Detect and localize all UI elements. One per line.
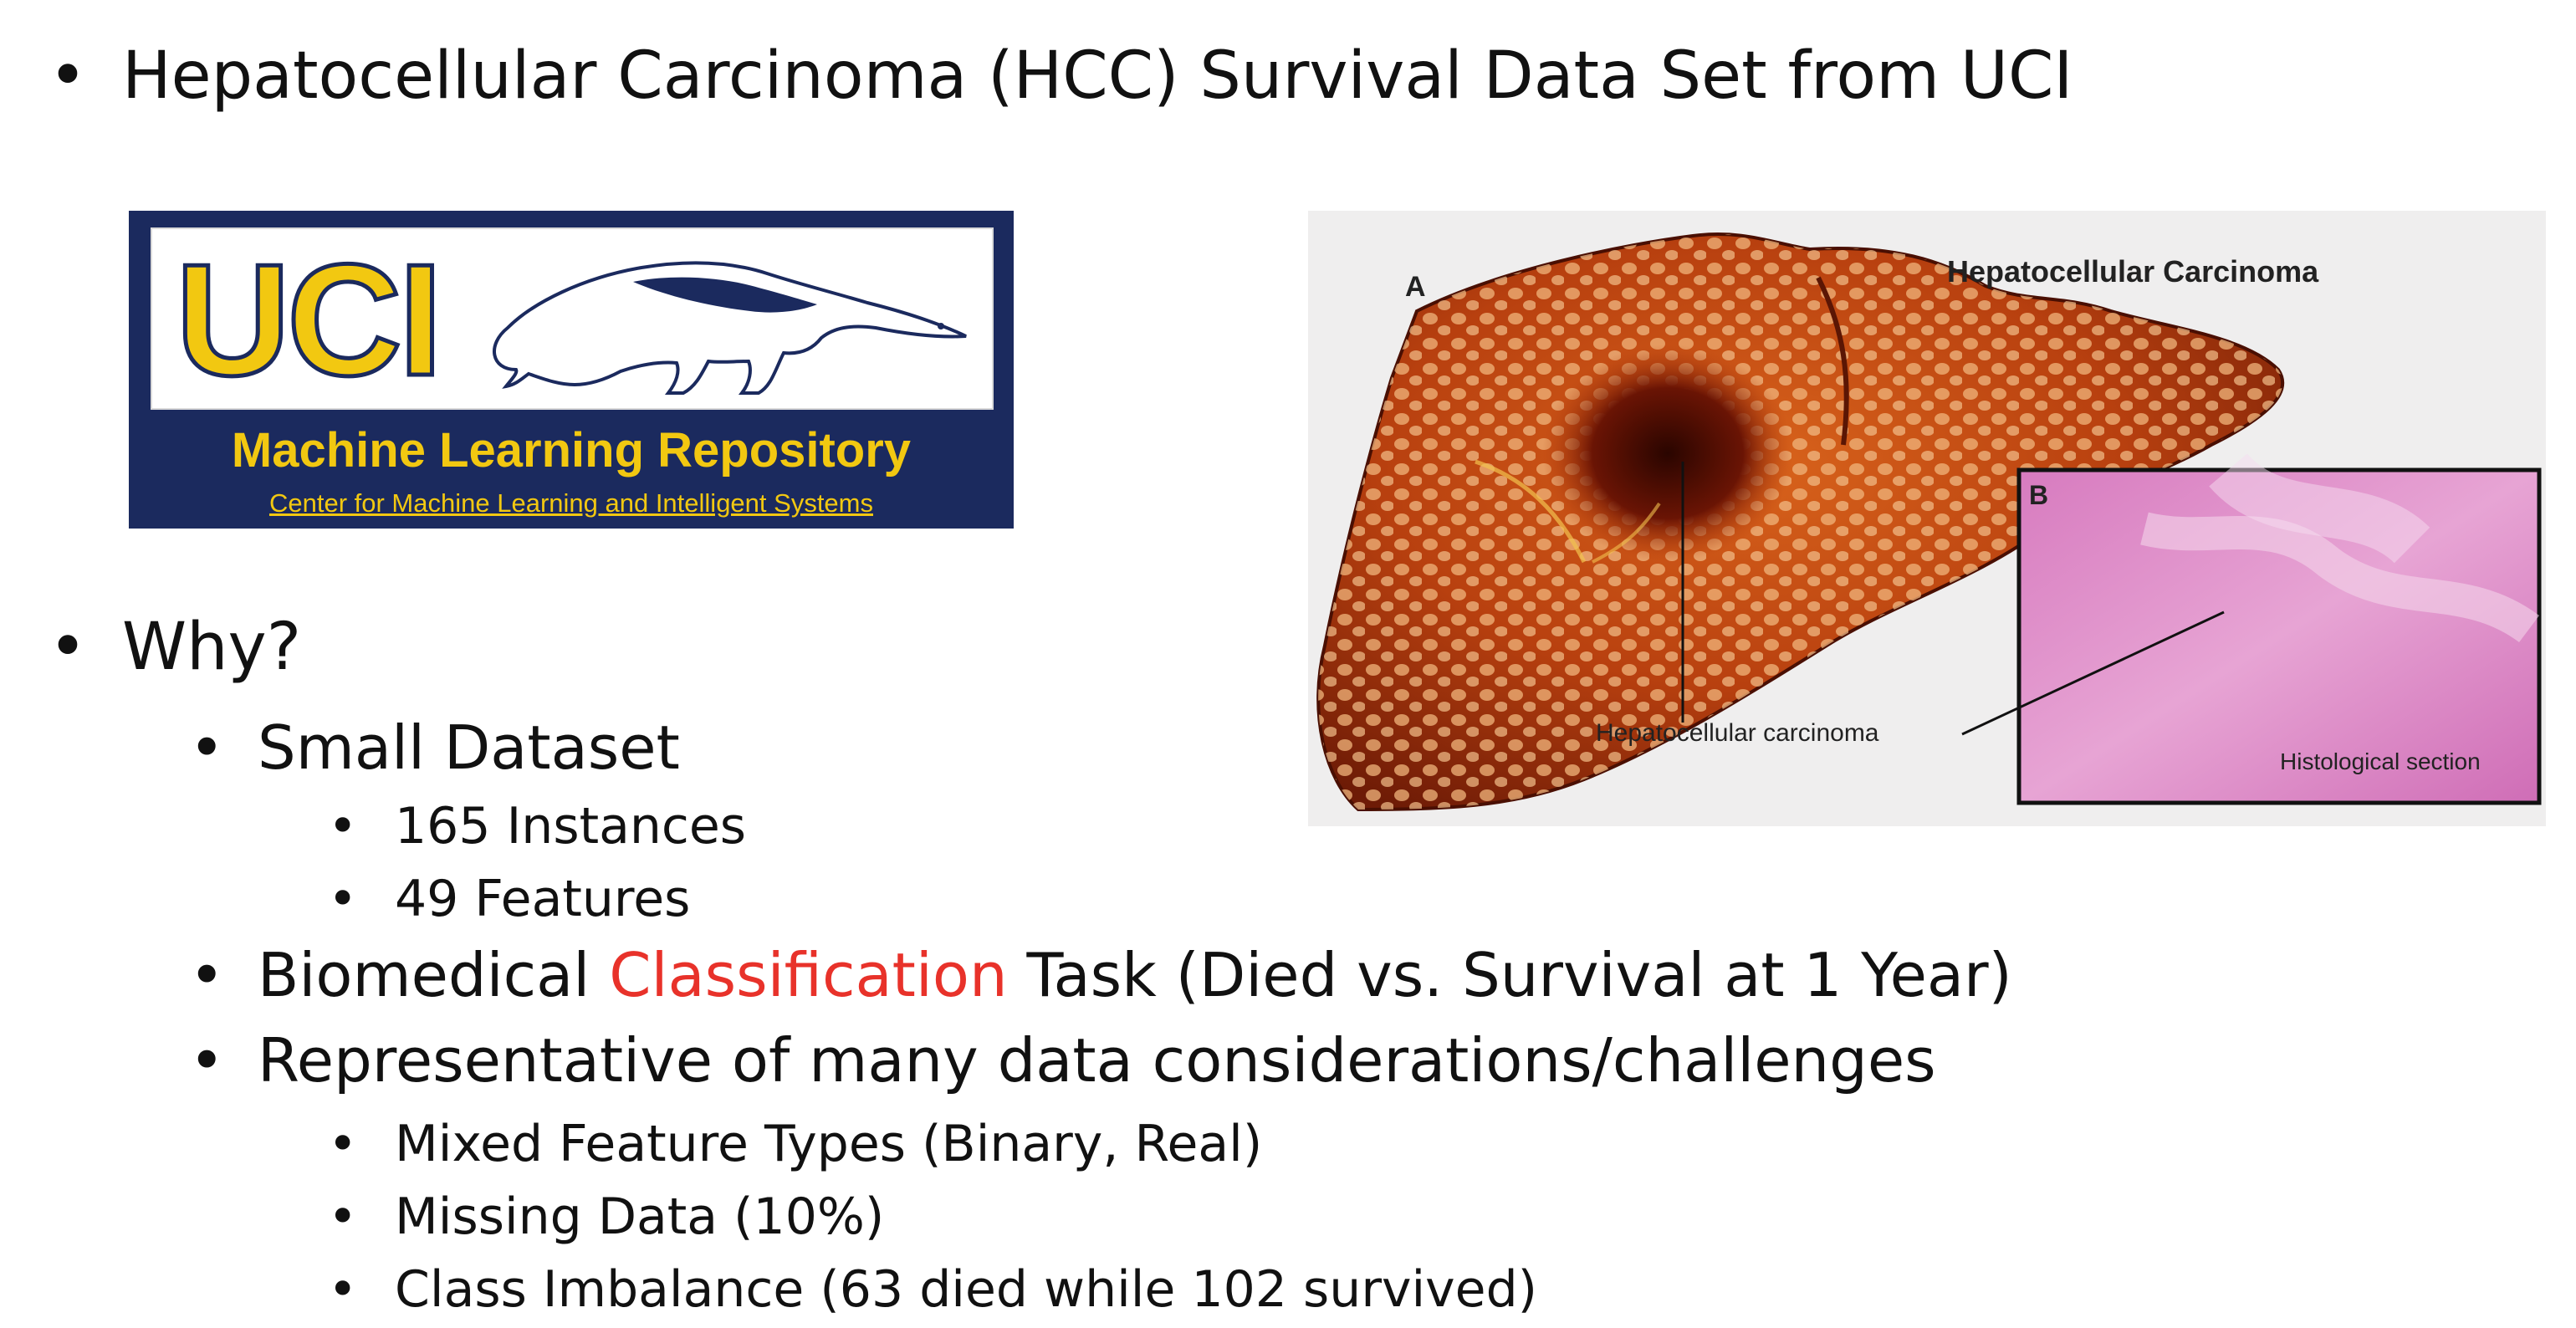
classification-accent: Classification — [609, 940, 1008, 1010]
bullet-dot: • — [189, 713, 225, 783]
figure-histology-label: Histological section — [2280, 748, 2481, 774]
bullet-dot: • — [328, 1115, 358, 1173]
bullet-dot: • — [328, 797, 358, 856]
biomedical-text: Biomedical Classification Task (Died vs.… — [258, 945, 2012, 1005]
bullet-dot: • — [49, 610, 88, 685]
liver-figure: A Hepatocellular Carcinoma B Hepatocellu… — [1308, 211, 2546, 826]
missing-data-text: Missing Data (10%) — [395, 1188, 885, 1246]
uci-logo: UCI Machine Learning Repository Center f… — [129, 211, 1014, 529]
small-dataset-text: Small Dataset — [258, 713, 680, 783]
bullet-dot: • — [189, 1025, 225, 1096]
uci-repository-name: Machine Learning Repository — [231, 423, 912, 478]
figure-label-a: A — [1405, 271, 1426, 303]
figure-title: Hepatocellular Carcinoma — [1947, 254, 2319, 289]
bullet-dot: • — [189, 940, 225, 1010]
slide-title: Hepatocellular Carcinoma (HCC) Survival … — [122, 38, 2073, 114]
figure-callout: Hepatocellular carcinoma — [1596, 719, 1879, 747]
uci-logo-banner: UCI — [151, 227, 994, 410]
bullet-dot: • — [49, 38, 88, 114]
bullet-dot: • — [328, 1188, 358, 1246]
bullet-dot: • — [328, 1260, 358, 1319]
figure-label-b: B — [2029, 480, 2049, 510]
why-text: Why? — [122, 610, 302, 685]
biomedical-suffix: Task (Died vs. Survival at 1 Year) — [1007, 940, 2012, 1010]
liver-illustration — [1316, 232, 2542, 812]
biomedical-prefix: Biomedical — [258, 940, 610, 1010]
anteater-icon — [493, 261, 967, 395]
features-text: 49 Features — [395, 870, 691, 928]
bullet-dot: • — [328, 870, 358, 928]
uci-center-link[interactable]: Center for Machine Learning and Intellig… — [268, 488, 873, 518]
uci-letters: UCI — [173, 232, 444, 409]
mixed-types-text: Mixed Feature Types (Binary, Real) — [395, 1115, 1263, 1173]
class-imbalance-text: Class Imbalance (63 died while 102 survi… — [395, 1260, 1538, 1319]
representative-text: Representative of many data consideratio… — [258, 1025, 1936, 1096]
instances-text: 165 Instances — [395, 797, 747, 856]
